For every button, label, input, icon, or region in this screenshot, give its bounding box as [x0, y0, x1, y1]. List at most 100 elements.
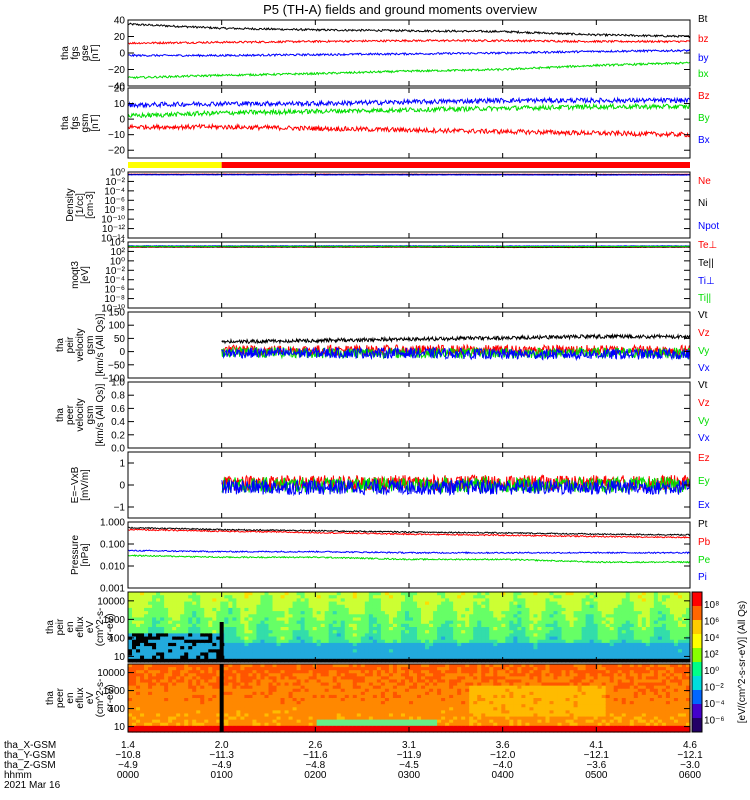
heatmap-cell	[332, 646, 338, 650]
heatmap-cell	[384, 725, 390, 730]
heatmap-cell	[629, 630, 635, 634]
heatmap-cell	[184, 676, 189, 681]
heatmap-cell	[513, 630, 518, 634]
heatmap-cell	[300, 646, 306, 650]
heatmap-cell	[549, 623, 555, 628]
heatmap-cell	[300, 667, 306, 671]
heatmap-cell	[180, 627, 185, 631]
heatmap-cell	[461, 630, 466, 634]
heatmap-cell	[649, 604, 655, 609]
heatmap-cell	[136, 601, 141, 606]
heatmap-cell	[649, 595, 655, 599]
heatmap-cell	[200, 698, 205, 702]
heatmap-cell	[132, 604, 137, 609]
heatmap-cell	[292, 658, 298, 663]
heatmap-cell	[449, 598, 454, 603]
heatmap-cell	[501, 646, 506, 650]
heatmap-cell	[677, 658, 683, 663]
heatmap-cell	[433, 604, 438, 609]
heatmap-cell	[629, 633, 635, 638]
heatmap-cell	[300, 642, 306, 647]
heatmap-cell	[328, 704, 334, 708]
heatmap-cell	[380, 649, 386, 654]
heatmap-cell	[344, 725, 350, 730]
heatmap-cell	[212, 719, 217, 724]
heatmap-cell	[384, 704, 390, 708]
heatmap-cell	[188, 598, 193, 603]
heatmap-cell	[156, 646, 161, 650]
heatmap-cell	[477, 655, 482, 660]
heatmap-cell	[485, 633, 490, 638]
heatmap-cell	[609, 607, 615, 612]
heatmap-cell	[196, 607, 201, 612]
heatmap-cell	[288, 707, 294, 711]
heatmap-cell	[356, 688, 362, 693]
heatmap-cell	[324, 691, 330, 696]
heatmap-cell	[156, 673, 161, 677]
heatmap-cell	[232, 630, 237, 634]
heatmap-cell	[340, 728, 346, 733]
heatmap-cell	[320, 636, 326, 641]
heatmap-cell	[505, 598, 510, 603]
heatmap-cell	[236, 607, 241, 612]
heatmap-cell	[296, 667, 302, 671]
heatmap-cell	[352, 694, 358, 699]
heatmap-cell	[577, 614, 583, 619]
legend-entry: Vy	[698, 416, 709, 427]
heatmap-cell	[220, 598, 225, 603]
heatmap-cell	[216, 719, 221, 724]
heatmap-cell	[328, 639, 334, 644]
heatmap-cell	[224, 694, 229, 699]
heatmap-cell	[264, 595, 270, 599]
heatmap-cell	[152, 676, 157, 681]
heatmap-cell	[288, 642, 294, 647]
heatmap-cell	[400, 688, 406, 693]
heatmap-cell	[280, 676, 286, 681]
heatmap-cell	[336, 607, 342, 612]
heatmap-cell	[368, 636, 374, 641]
heatmap-cell	[457, 646, 462, 650]
heatmap-cell	[348, 652, 354, 657]
heatmap-cell	[296, 611, 302, 615]
heatmap-cell	[236, 713, 241, 718]
heatmap-cell	[453, 620, 458, 625]
heatmap-cell	[581, 652, 587, 657]
heatmap-cell	[597, 658, 603, 663]
heatmap-cell	[384, 698, 390, 702]
heatmap-cell	[228, 592, 233, 596]
legend-entry: Vz	[698, 328, 710, 339]
heatmap-cell	[433, 592, 438, 596]
heatmap-cell	[160, 658, 165, 663]
heatmap-cell	[429, 633, 434, 638]
heatmap-cell	[172, 636, 177, 641]
heatmap-cell	[288, 664, 294, 668]
heatmap-cell	[445, 639, 450, 644]
heatmap-cell	[437, 614, 442, 619]
heatmap-cell	[272, 664, 278, 668]
heatmap-cell	[208, 694, 213, 699]
heatmap-cell	[256, 691, 262, 696]
heatmap-cell	[521, 592, 527, 596]
heatmap-cell	[168, 704, 173, 708]
heatmap-cell	[228, 620, 233, 625]
heatmap-cell	[316, 607, 322, 612]
heatmap-cell	[517, 611, 522, 615]
heatmap-cell	[541, 607, 547, 612]
heatmap-cell	[669, 601, 675, 606]
heatmap-cell	[184, 682, 189, 687]
heatmap-cell	[497, 604, 502, 609]
heatmap-cell	[216, 601, 221, 606]
heatmap-cell	[513, 595, 518, 599]
heatmap-cell	[396, 633, 402, 638]
heatmap-cell	[332, 595, 338, 599]
heatmap-cell	[268, 658, 274, 663]
heatmap-cell	[336, 673, 342, 677]
heatmap-cell	[188, 604, 193, 609]
heatmap-cell	[681, 642, 687, 647]
heatmap-cell	[296, 725, 302, 730]
heatmap-cell	[280, 719, 286, 724]
heatmap-cell	[256, 598, 262, 603]
heatmap-cell	[292, 725, 298, 730]
heatmap-cell	[200, 728, 205, 733]
heatmap-cell	[128, 704, 133, 708]
